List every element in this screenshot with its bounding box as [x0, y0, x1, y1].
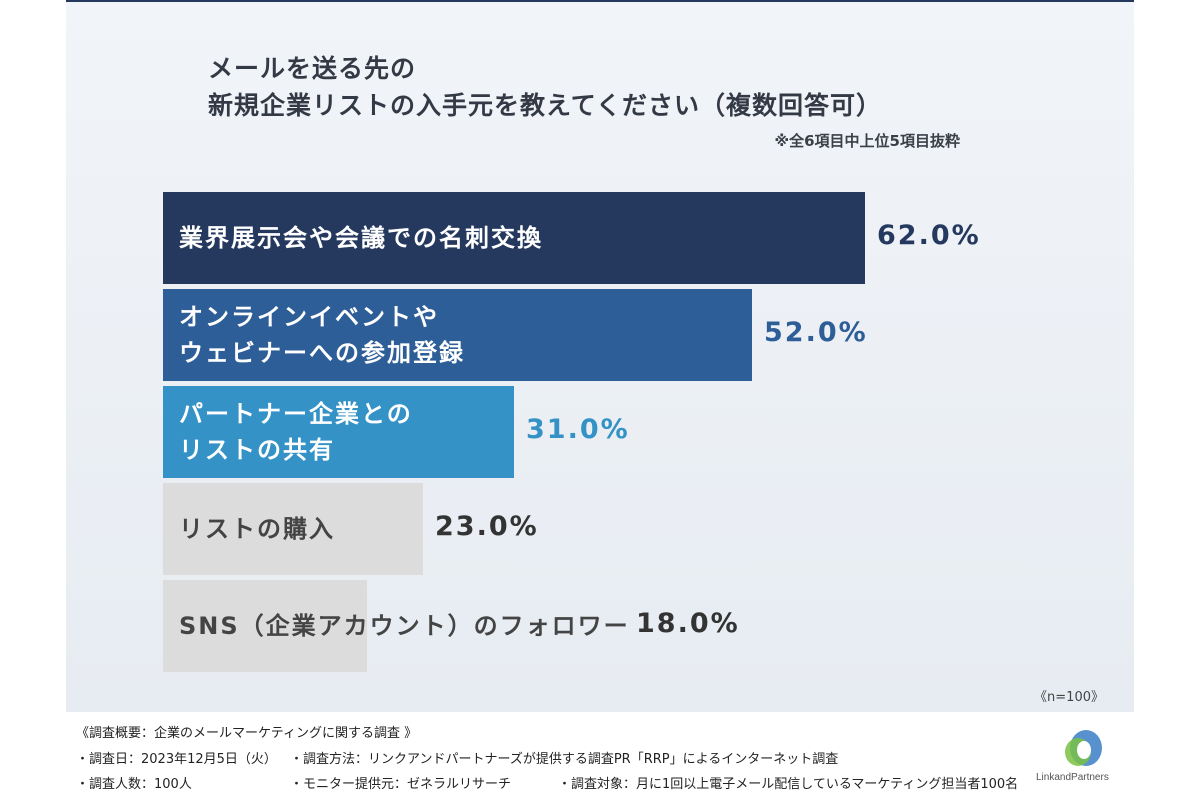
bar-4: リストの購入 [163, 483, 423, 575]
bar-1: 業界展示会や会議での名刺交換 [163, 192, 865, 284]
footer-target: ・調査対象：月に1回以上電子メール配信しているマーケティング担当者100名 [558, 777, 1019, 792]
sample-size-label: 《n=100》 [1034, 690, 1104, 705]
bar-label-4: リストの購入 [179, 511, 335, 547]
bar-2: オンラインイベントや ウェビナーへの参加登録 [163, 289, 752, 381]
footer-date: ・調査日：2023年12月5日（火） [76, 752, 277, 767]
bar-3: パートナー企業との リストの共有 [163, 386, 514, 478]
bar-value-4: 23.0% [435, 511, 539, 542]
footer-heading: 《調査概要：企業のメールマーケティングに関する調査 》 [76, 726, 418, 741]
bar-label-3: パートナー企業との リストの共有 [179, 396, 413, 468]
bar-label-5: SNS（企業アカウント）のフォロワー [179, 608, 630, 644]
bar-label-line: リストの購入 [179, 515, 335, 543]
bar-label-line: オンラインイベントや [179, 303, 439, 331]
bar-label-line: ウェビナーへの参加登録 [179, 339, 465, 367]
company-logo [1065, 730, 1102, 766]
title-line-2: 新規企業リストの入手元を教えてください（複数回答可） [208, 91, 883, 120]
bar-value-3: 31.0% [526, 414, 630, 445]
items-note: ※全6項目中上位5項目抜粋 [774, 132, 960, 150]
bar-label-1: 業界展示会や会議での名刺交換 [179, 220, 543, 256]
bar-label-line: リストの共有 [179, 436, 335, 464]
title-line-1: メールを送る先の [208, 54, 417, 83]
logo-wordmark: LinkandPartners [1036, 772, 1109, 783]
bar-value-5: 18.0% [636, 608, 740, 639]
bar-label-line: 業界展示会や会議での名刺交換 [179, 224, 543, 252]
bar-value-2: 52.0% [764, 317, 868, 348]
bar-label-line: パートナー企業との [179, 400, 413, 428]
footer-count: ・調査人数：100人 [76, 777, 192, 792]
bar-5: SNS（企業アカウント）のフォロワー [163, 580, 628, 672]
chart-title: メールを送る先の 新規企業リストの入手元を教えてください（複数回答可） [208, 50, 882, 124]
bar-label-line: SNS（企業アカウント）のフォロワー [179, 612, 630, 640]
bar-label-2: オンラインイベントや ウェビナーへの参加登録 [179, 299, 465, 371]
bar-value-1: 62.0% [877, 220, 981, 251]
footer-monitor: ・モニター提供元：ゼネラルリサーチ [290, 777, 512, 792]
footer-method: ・調査方法：リンクアンドパートナーズが提供する調査PR「RRP」によるインターネ… [290, 752, 839, 767]
